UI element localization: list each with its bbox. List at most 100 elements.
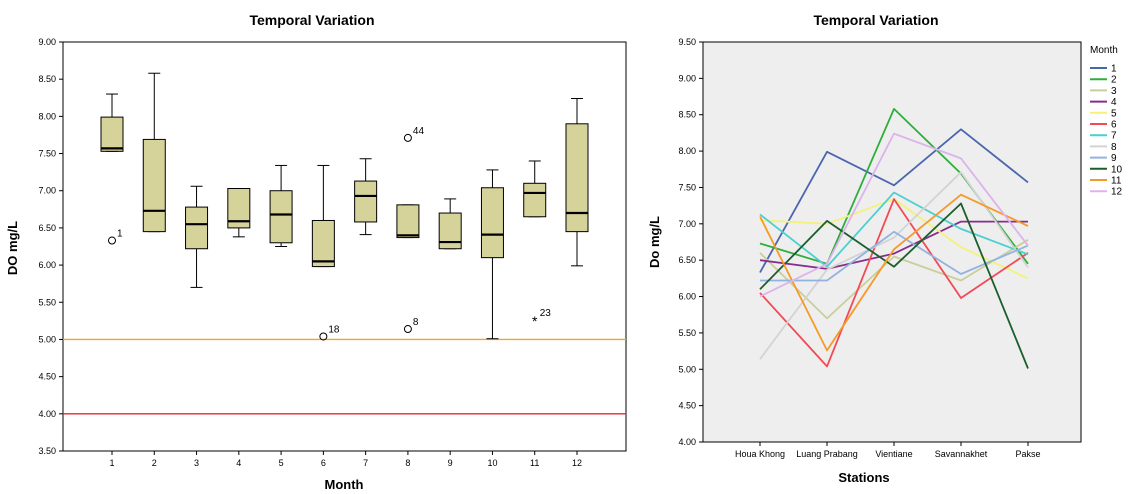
y-tick-label: 6.50 bbox=[678, 255, 696, 265]
y-tick-label: 7.50 bbox=[38, 149, 56, 159]
box-month-5 bbox=[269, 164, 293, 247]
y-tick-label: 9.50 bbox=[678, 37, 696, 47]
y-tick-label: 9.00 bbox=[38, 37, 56, 47]
x-axis-title: Month bbox=[325, 477, 364, 492]
box-month-2 bbox=[142, 72, 166, 233]
legend-label: 11 bbox=[1111, 176, 1122, 187]
y-tick-label: 8.00 bbox=[678, 146, 696, 156]
x-tick-label: Vientiane bbox=[875, 449, 912, 459]
outlier-marker bbox=[403, 325, 412, 334]
legend-label: 1 bbox=[1111, 64, 1117, 75]
legend-item-2: 2 bbox=[1090, 75, 1117, 86]
y-tick-label: 5.50 bbox=[678, 328, 696, 338]
legend-item-3: 3 bbox=[1090, 86, 1117, 97]
boxplot-chart: Temporal Variation DO mg/L Month 3.50 4.0… bbox=[5, 12, 627, 492]
outlier-8: 8 bbox=[403, 317, 419, 334]
x-tick-label: 6 bbox=[321, 458, 326, 468]
legend-item-1: 1 bbox=[1090, 64, 1117, 75]
x-tick-label: 10 bbox=[487, 458, 497, 468]
outlier-marker bbox=[319, 332, 328, 341]
series-line-month-12 bbox=[759, 132, 1029, 298]
x-axis: Houa Khong Luang Prabang Vientiane Savannak… bbox=[735, 442, 1041, 459]
y-axis-title: Do mg/L bbox=[647, 216, 662, 268]
extreme-marker: * bbox=[532, 313, 538, 329]
y-tick-label: 8.50 bbox=[678, 110, 696, 120]
x-tick-label: 9 bbox=[448, 458, 453, 468]
box-month-9 bbox=[438, 198, 462, 250]
legend-label: 12 bbox=[1111, 187, 1123, 198]
box-month-8 bbox=[396, 204, 420, 239]
plot-area bbox=[62, 41, 627, 452]
x-tick-label: Houa Khong bbox=[735, 449, 785, 459]
outlier-1: 1 bbox=[108, 229, 123, 245]
x-tick-label: 8 bbox=[405, 458, 410, 468]
series-line-month-1 bbox=[759, 128, 1029, 273]
x-tick-label: 7 bbox=[363, 458, 368, 468]
legend-label: 10 bbox=[1111, 164, 1123, 175]
iqr-box bbox=[565, 123, 589, 233]
box-month-12 bbox=[565, 98, 589, 267]
line-chart: Temporal Variation Do mg/L Stations 4.00… bbox=[647, 12, 1123, 485]
x-tick-label: 4 bbox=[236, 458, 241, 468]
boxes bbox=[100, 72, 589, 340]
outlier-marker bbox=[108, 236, 116, 245]
y-tick-label: 7.50 bbox=[678, 182, 696, 192]
legend-item-8: 8 bbox=[1090, 142, 1117, 153]
plot-area bbox=[702, 41, 1082, 443]
iqr-box bbox=[480, 187, 504, 259]
x-tick-label: 3 bbox=[194, 458, 199, 468]
y-tick-label: 8.50 bbox=[38, 74, 56, 84]
x-tick-label: 12 bbox=[572, 458, 582, 468]
iqr-box bbox=[269, 190, 293, 244]
series-line-month-10 bbox=[759, 202, 1029, 369]
iqr-box bbox=[396, 204, 420, 239]
y-axis: 3.50 4.00 4.50 5.00 5.50 6.00 6.50 7.00 7.50 8.00… bbox=[38, 37, 63, 456]
legend-title: Month bbox=[1090, 45, 1118, 56]
x-tick-label: Savannakhet bbox=[935, 449, 988, 459]
x-tick-label: Pakse bbox=[1015, 449, 1040, 459]
legend-label: 4 bbox=[1111, 97, 1117, 108]
outlier-label: 8 bbox=[413, 317, 419, 328]
series-line-month-9 bbox=[760, 230, 1029, 282]
iqr-box bbox=[438, 212, 462, 250]
series-line-month-7 bbox=[759, 191, 1029, 268]
outlier-label: 18 bbox=[328, 324, 340, 335]
outlier-label: 44 bbox=[413, 126, 425, 137]
y-tick-label: 6.50 bbox=[38, 223, 56, 233]
y-tick-label: 7.00 bbox=[678, 219, 696, 229]
y-tick-label: 7.00 bbox=[38, 186, 56, 196]
box-month-11 bbox=[523, 160, 547, 218]
y-tick-label: 4.50 bbox=[38, 372, 56, 382]
x-tick-label: 11 bbox=[530, 458, 539, 468]
legend-item-5: 5 bbox=[1090, 108, 1117, 119]
box-month-3 bbox=[185, 185, 209, 288]
y-tick-label: 9.00 bbox=[678, 73, 696, 83]
series-line-month-4 bbox=[759, 220, 1028, 270]
iqr-box bbox=[185, 206, 209, 250]
outlier-marker bbox=[403, 133, 412, 142]
iqr-box bbox=[100, 116, 124, 152]
outlier-label: 23 bbox=[540, 308, 552, 319]
outlier-18: 18 bbox=[319, 324, 340, 341]
x-tick-label: 1 bbox=[109, 458, 114, 468]
legend-item-6: 6 bbox=[1090, 120, 1117, 131]
series-line-month-11 bbox=[759, 193, 1029, 352]
reference-lines bbox=[63, 338, 626, 415]
series-line-month-6 bbox=[759, 198, 1029, 368]
box-month-4 bbox=[227, 187, 251, 238]
series-line-month-3 bbox=[759, 239, 1029, 320]
x-tick-label: Luang Prabang bbox=[796, 449, 858, 459]
legend-item-10: 10 bbox=[1090, 164, 1123, 175]
series-line-month-8 bbox=[759, 171, 1029, 360]
legend-label: 5 bbox=[1111, 108, 1117, 119]
legend-label: 2 bbox=[1111, 75, 1117, 86]
legend-label: 8 bbox=[1111, 142, 1117, 153]
x-axis: 1 2 3 4 5 6 7 8 9 10 11 12 bbox=[109, 451, 582, 468]
outlier-44: 44 bbox=[403, 126, 425, 142]
y-axis: 4.00 4.50 5.00 5.50 6.00 6.50 7.00 7.50 8.00 8.50… bbox=[678, 37, 703, 447]
y-tick-label: 8.00 bbox=[38, 111, 56, 121]
outlier-label: 1 bbox=[117, 229, 123, 240]
legend-item-7: 7 bbox=[1090, 131, 1117, 142]
